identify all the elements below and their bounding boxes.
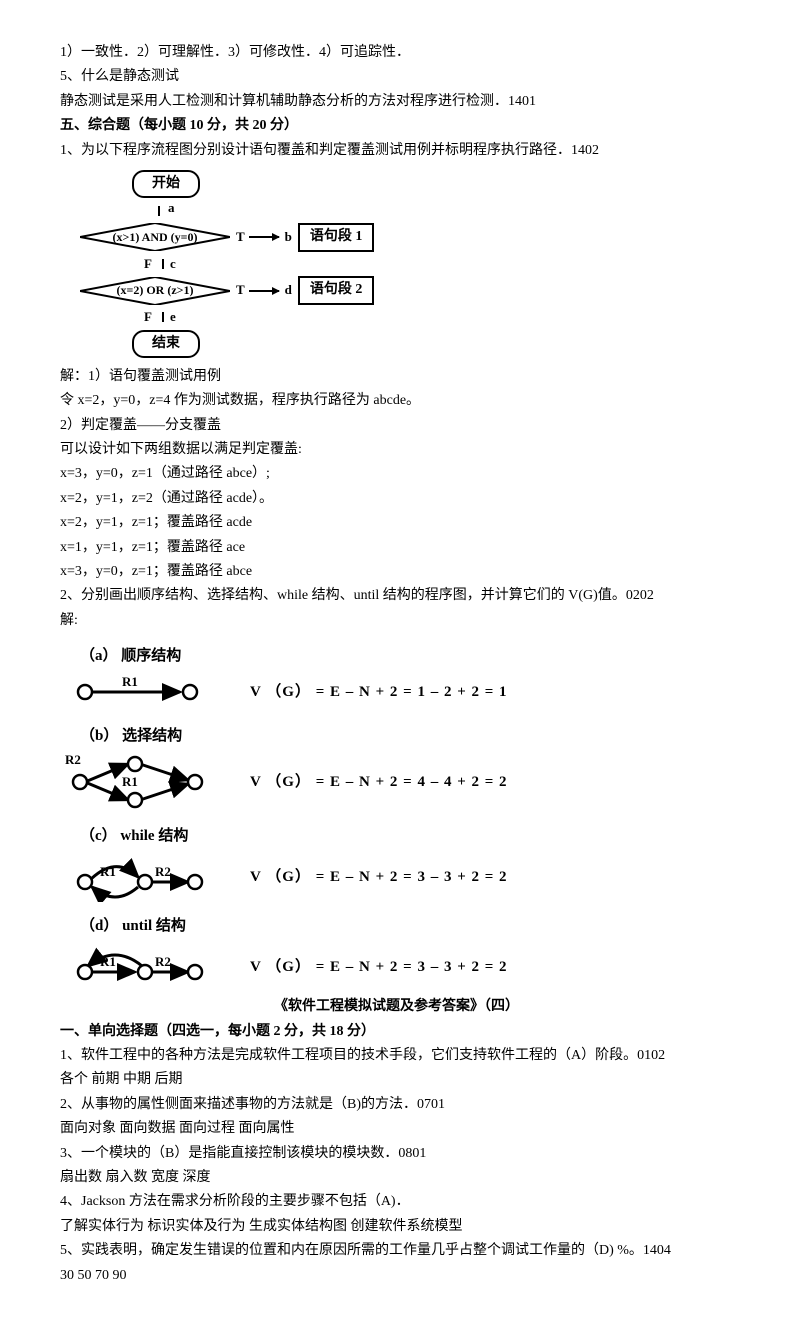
svg-text:R1: R1 xyxy=(122,774,138,789)
struct-a: （a） 顺序结构 R1 V （G） = E – N + 2 = 1 – 2 + … xyxy=(60,644,733,712)
struct-c-formula: V （G） = E – N + 2 = 3 – 3 + 2 = 2 xyxy=(250,865,508,889)
answer-properties: 1）一致性．2）可理解性．3）可修改性．4）可追踪性． xyxy=(60,42,733,64)
fc-start: 开始 xyxy=(132,170,200,198)
sol2-l2: x=3，y=0，z=1（通过路径 abce）; xyxy=(60,463,733,485)
struct-d-title: （d） until 结构 xyxy=(60,914,733,938)
struct-d-svg: R1 R2 xyxy=(60,942,230,992)
p4-q1-opts: 各个 前期 中期 后期 xyxy=(60,1069,733,1091)
p4-q4-opts: 了解实体行为 标识实体及行为 生成实体结构图 创建软件系统模型 xyxy=(60,1216,733,1238)
p4-q1: 1、软件工程中的各种方法是完成软件工程项目的技术手段，它们支持软件工程的（A）阶… xyxy=(60,1045,733,1067)
sol2-l4: x=2，y=1，z=1；覆盖路径 acde xyxy=(60,512,733,534)
struct-c-svg: R1 R2 xyxy=(60,852,230,902)
struct-a-title: （a） 顺序结构 xyxy=(60,644,733,668)
sol2-l5: x=1，y=1，z=1；覆盖路径 ace xyxy=(60,537,733,559)
q5-2-text: 2、分别画出顺序结构、选择结构、while 结构、until 结构的程序图，并计… xyxy=(60,585,733,607)
fc-stmt2: 语句段 2 xyxy=(298,276,375,304)
svg-text:R1: R1 xyxy=(122,674,138,689)
p4-q3-opts: 扇出数 扇入数 宽度 深度 xyxy=(60,1167,733,1189)
p4-q4: 4、Jackson 方法在需求分析阶段的主要步骤不包括（A)． xyxy=(60,1191,733,1213)
fc-cond1: (x>1) AND (y=0) xyxy=(80,223,230,251)
fc-label-f1: F xyxy=(144,254,152,275)
sol2-title: 2）判定覆盖——分支覆盖 xyxy=(60,415,733,437)
fc-label-a: a xyxy=(168,198,175,219)
sol2-l1: 可以设计如下两组数据以满足判定覆盖: xyxy=(60,439,733,461)
fc-end: 结束 xyxy=(132,330,200,358)
fc-label-d: d xyxy=(285,280,292,301)
fc-label-t2: T xyxy=(236,280,245,301)
struct-a-svg: R1 xyxy=(60,672,230,712)
q5-2-sol: 解: xyxy=(60,610,733,632)
sol2-l6: x=3，y=0，z=1；覆盖路径 abce xyxy=(60,561,733,583)
p4-q5: 5、实践表明，确定发生错误的位置和内在原因所需的工作量几乎占整个调试工作量的（D… xyxy=(60,1240,733,1262)
flowchart-diagram: 开始 a (x>1) AND (y=0) T b 语句段 1 F c xyxy=(80,170,420,358)
svg-text:R1: R1 xyxy=(100,864,116,879)
struct-d-formula: V （G） = E – N + 2 = 3 – 3 + 2 = 2 xyxy=(250,955,508,979)
struct-b-formula: V （G） = E – N + 2 = 4 – 4 + 2 = 2 xyxy=(250,770,508,794)
p4-q5-opts: 30 50 70 90 xyxy=(60,1265,733,1287)
fc-label-f2: F xyxy=(144,307,152,328)
fc-stmt1: 语句段 1 xyxy=(298,223,375,251)
struct-c: （c） while 结构 R1 R2 V （G） = E – N + 2 = 3… xyxy=(60,824,733,902)
struct-d: （d） until 结构 R1 R2 V （G） = E – N + 2 = 3… xyxy=(60,914,733,992)
fc-label-t1: T xyxy=(236,227,245,248)
p4-q2: 2、从事物的属性侧面来描述事物的方法就是（B)的方法．0701 xyxy=(60,1094,733,1116)
struct-c-title: （c） while 结构 xyxy=(60,824,733,848)
svg-text:R2: R2 xyxy=(155,864,171,879)
struct-b: （b） 选择结构 R1 R2 V （G） = E – N + 2 = 4 – 4… xyxy=(60,724,733,812)
q5-answer: 静态测试是采用人工检测和计算机辅助静态分析的方法对程序进行检测．1401 xyxy=(60,91,733,113)
p4-sec1: 一、单向选择题（四选一，每小题 2 分，共 18 分） xyxy=(60,1021,733,1043)
fc-label-b: b xyxy=(285,227,292,248)
sol1-l1: 令 x=2，y=0，z=4 作为测试数据，程序执行路径为 abcde。 xyxy=(60,390,733,412)
fc-cond2: (x=2) OR (z>1) xyxy=(80,277,230,305)
svg-text:R2: R2 xyxy=(155,954,171,969)
svg-text:R2: R2 xyxy=(65,752,81,767)
sol1-title: 解：1）语句覆盖测试用例 xyxy=(60,366,733,388)
fc-label-e: e xyxy=(170,307,176,328)
p4-q3: 3、一个模块的（B）是指能直接控制该模块的模块数．0801 xyxy=(60,1143,733,1165)
fc-label-c: c xyxy=(170,254,176,275)
struct-b-svg: R1 R2 xyxy=(60,752,230,812)
struct-a-formula: V （G） = E – N + 2 = 1 – 2 + 2 = 1 xyxy=(250,680,508,704)
q5-1-text: 1、为以下程序流程图分别设计语句覆盖和判定覆盖测试用例并标明程序执行路径．140… xyxy=(60,140,733,162)
section5-title: 五、综合题（每小题 10 分，共 20 分） xyxy=(60,115,733,137)
svg-text:R1: R1 xyxy=(100,954,116,969)
paper4-title: 《软件工程模拟试题及参考答案》（四） xyxy=(60,996,733,1018)
struct-b-title: （b） 选择结构 xyxy=(60,724,733,748)
sol2-l3: x=2，y=1，z=2（通过路径 acde）。 xyxy=(60,488,733,510)
q5-title: 5、什么是静态测试 xyxy=(60,66,733,88)
